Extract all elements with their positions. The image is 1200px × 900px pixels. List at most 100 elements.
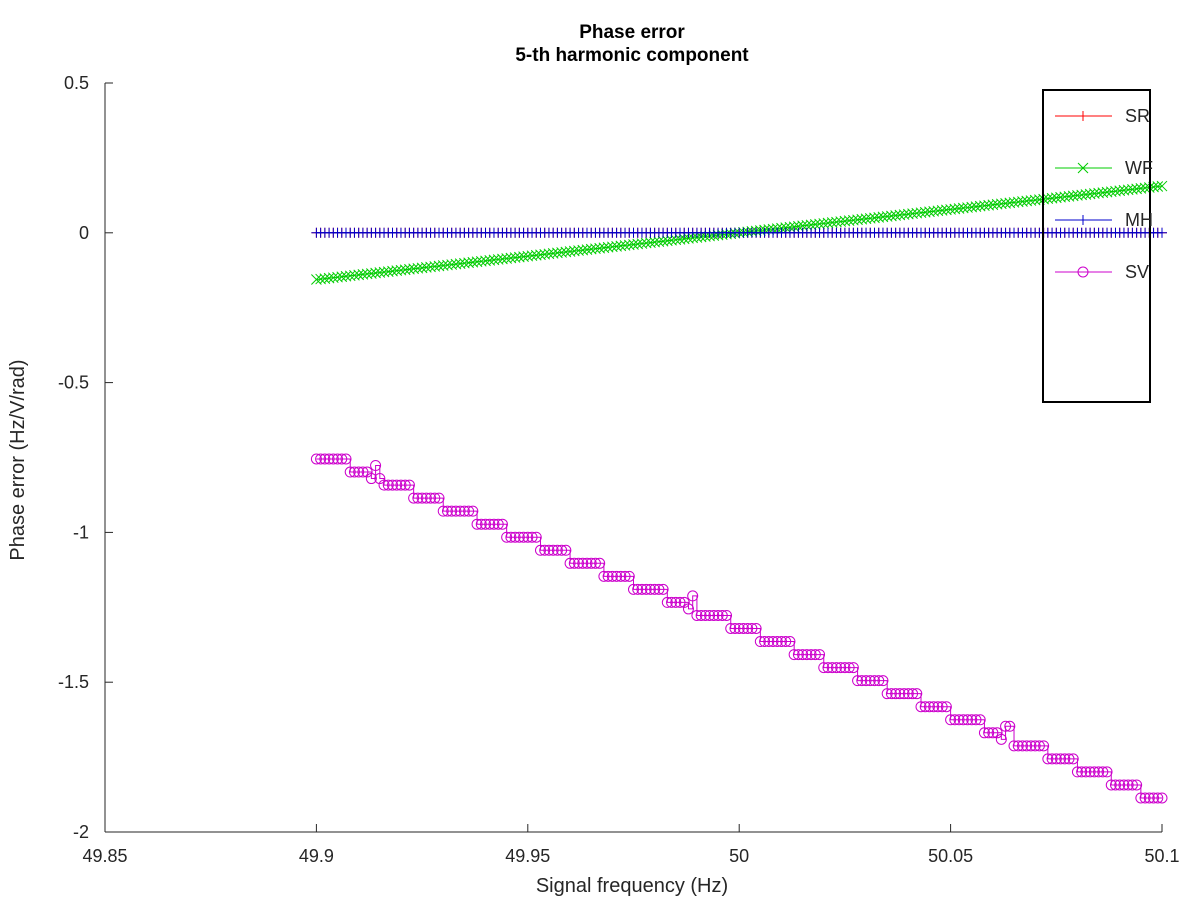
data-point [619, 240, 631, 251]
data-point [902, 208, 914, 220]
data-point [881, 211, 893, 222]
data-point [725, 622, 737, 634]
data-point [1122, 184, 1134, 196]
data-point [611, 241, 622, 252]
x-tick-label: 49.95 [505, 846, 550, 866]
data-point [420, 492, 432, 504]
data-point [915, 207, 927, 219]
y-tick-label: 0 [79, 223, 89, 243]
data-point [788, 221, 800, 233]
data-point [953, 714, 965, 726]
data-point [919, 206, 931, 218]
data-point [471, 256, 483, 268]
data-point [784, 221, 796, 233]
data-point [1135, 792, 1147, 804]
chart-title: Phase error 5-th harmonic component [515, 22, 749, 66]
data-point [1139, 792, 1151, 804]
chart-title-line1: Phase error [579, 22, 685, 43]
data-point [623, 239, 635, 251]
data-point [1016, 740, 1028, 752]
data-point [1008, 197, 1020, 208]
data-point [353, 466, 365, 478]
data-point [408, 492, 420, 504]
data-point [387, 265, 398, 277]
plot-area [310, 180, 1168, 804]
data-point [370, 267, 381, 279]
data-point [543, 544, 555, 556]
data-point [602, 570, 614, 582]
data-point [412, 262, 424, 274]
data-point [598, 242, 610, 254]
data-point [497, 253, 508, 265]
data-point [606, 570, 618, 582]
data-point [974, 714, 986, 726]
data-point [552, 247, 563, 259]
data-point [941, 204, 952, 216]
data-point [1059, 753, 1071, 765]
data-point [987, 199, 999, 211]
data-point [480, 518, 492, 530]
data-point [1105, 779, 1117, 791]
data-point [936, 205, 948, 216]
data-point [602, 241, 614, 253]
data-point [344, 466, 356, 478]
data-point [649, 583, 661, 595]
data-point [695, 609, 707, 621]
data-point [581, 244, 593, 255]
data-point [577, 244, 589, 256]
data-point [357, 269, 369, 280]
data-point [763, 636, 775, 648]
data-point [1097, 187, 1109, 198]
data-point [733, 622, 745, 634]
data-point [894, 209, 906, 221]
data-point [492, 254, 504, 265]
data-point [966, 201, 978, 213]
data-point [492, 518, 504, 530]
data-point [843, 662, 855, 674]
chart-title-line2: 5-th harmonic component [515, 45, 749, 66]
data-point [831, 216, 842, 228]
data-point [661, 235, 673, 247]
data-point [1080, 766, 1092, 778]
data-point [1021, 740, 1033, 752]
data-point [425, 492, 437, 504]
data-point [628, 583, 639, 595]
data-point [484, 255, 496, 266]
data-point [1029, 740, 1041, 752]
y-tick-label: -1 [73, 522, 89, 542]
data-point [382, 266, 394, 277]
data-point [429, 492, 441, 504]
data-point [911, 207, 923, 219]
data-point [560, 246, 572, 258]
data-point [1093, 766, 1105, 778]
data-point [801, 219, 813, 231]
data-point [568, 557, 580, 569]
data-point [501, 531, 513, 543]
data-point [581, 557, 593, 569]
data-point [995, 198, 1007, 210]
data-point [437, 505, 449, 517]
data-point [1157, 227, 1167, 238]
data-point [932, 205, 944, 217]
data-point [408, 263, 419, 275]
data-point [590, 243, 601, 255]
data-point [1055, 753, 1067, 765]
data-point [1109, 779, 1121, 791]
data-point [1156, 180, 1168, 192]
data-point [1050, 192, 1062, 204]
data-point [678, 233, 690, 245]
data-point [1118, 779, 1130, 791]
data-point [454, 258, 466, 270]
data-point [1029, 194, 1041, 206]
data-point [361, 268, 373, 280]
data-point [365, 473, 377, 485]
data-point [1076, 189, 1088, 201]
data-point [784, 636, 796, 648]
data-point [907, 688, 919, 700]
data-point [995, 733, 1007, 745]
data-point [475, 255, 487, 267]
data-point [924, 206, 935, 218]
legend: SR WF MH SV [1042, 89, 1153, 403]
data-point [843, 215, 855, 227]
data-point [615, 570, 627, 582]
